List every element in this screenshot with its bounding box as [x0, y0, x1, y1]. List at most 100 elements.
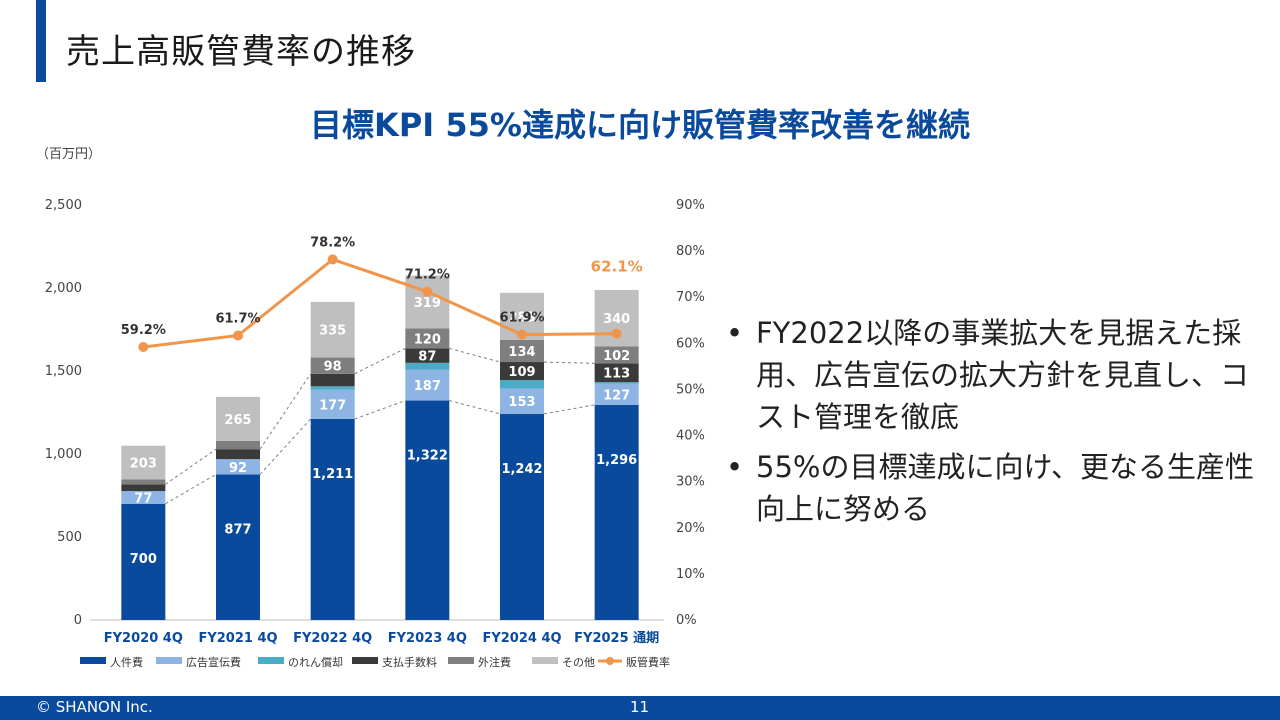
x-category-label: FY2022 4Q [293, 631, 372, 646]
bar-value-label: 113 [603, 367, 630, 382]
bar-segment [594, 382, 639, 384]
bar-value-label: 1,322 [407, 449, 448, 464]
title-accent-bar [36, 0, 46, 82]
y-right-tick-label: 70% [676, 290, 705, 305]
bar-segment [500, 380, 544, 389]
x-category-label: FY2024 4Q [482, 631, 561, 646]
bar-value-label: 98 [324, 360, 342, 375]
legend-swatch [258, 657, 284, 664]
ratio-point [422, 286, 433, 297]
page-number: 11 [630, 698, 650, 716]
bar-segment [500, 388, 544, 414]
bar-segment [310, 373, 355, 387]
bar-segment [121, 445, 166, 480]
x-category-label: FY2023 4Q [388, 631, 467, 646]
bar-segment [216, 449, 260, 460]
legend-line-marker [606, 657, 614, 665]
y-left-tick-label: 2,500 [45, 198, 82, 213]
legend-label: 支払手数料 [382, 655, 437, 669]
connector-line [449, 347, 501, 363]
connector-line [354, 347, 406, 375]
bullet-text: FY2022以降の事業拡大を見据えた採用、広告宣伝の拡大方針を見直し、コスト管理… [756, 316, 1250, 434]
bar-value-label: 265 [224, 413, 251, 428]
legend-swatch [448, 657, 474, 664]
bar-segment [121, 484, 166, 492]
bar-segment [594, 346, 639, 364]
y-left-tick-label: 0 [74, 613, 82, 628]
ratio-point [611, 328, 622, 339]
y-right-tick-label: 40% [676, 429, 705, 444]
bar-value-label: 77 [134, 491, 152, 506]
ratio-value-label: 59.2% [121, 323, 166, 338]
slide-subtitle: 目標KPI 55%達成に向け販管費率改善を継続 [310, 106, 970, 144]
y-left-tick-label: 500 [57, 530, 82, 545]
bar-segment [405, 275, 450, 329]
bar-value-label: 102 [603, 349, 630, 364]
ratio-point [517, 329, 527, 340]
ratio-value-label: 61.9% [499, 311, 544, 326]
legend-label: 販管費率 [626, 655, 670, 669]
slide-title: 売上高販管費率の推移 [66, 32, 416, 72]
bar-value-label: 187 [414, 379, 441, 394]
unit-label: （百万円） [36, 147, 102, 162]
y-right-tick-label: 50% [676, 382, 705, 397]
footer-copyright: © SHANON Inc. [36, 698, 153, 716]
bar-value-label: 87 [418, 350, 436, 365]
x-category-label: FY2025 通期 [574, 630, 659, 646]
bar-segment [216, 396, 260, 441]
bar-value-label: 335 [319, 324, 346, 339]
bar-value-label: 109 [508, 365, 535, 380]
bar-segment [405, 369, 450, 401]
bar-segment [216, 459, 260, 475]
bar-value-label: 203 [130, 457, 157, 472]
y-left-tick-label: 1,500 [45, 364, 82, 379]
bar-segment [500, 413, 544, 620]
bullet-item: • FY2022以降の事業拡大を見据えた採用、広告宣伝の拡大方針を見直し、コスト… [726, 312, 1256, 438]
bar-value-label: 127 [603, 388, 630, 403]
bar-value-label: 1,242 [501, 462, 542, 477]
y-right-tick-label: 20% [676, 521, 705, 536]
legend-label: 広告宣伝費 [186, 655, 241, 669]
y-right-tick-label: 90% [676, 198, 705, 213]
y-right-tick-label: 80% [676, 244, 705, 259]
ratio-point [233, 330, 243, 341]
bar-value-label: 340 [603, 312, 630, 327]
legend-swatch [532, 657, 558, 664]
bar-segment [121, 491, 166, 504]
bar-segment [500, 362, 544, 381]
bar-value-label: 283 [508, 310, 535, 325]
ratio-value-label: 78.2% [310, 235, 355, 250]
y-right-tick-label: 10% [676, 567, 705, 582]
bar-value-label: 319 [414, 296, 441, 311]
connector-line [259, 418, 312, 475]
bar-segment [500, 339, 544, 363]
stacked-bar-line-chart: 0 500 1,000 1,500 2,000 2,500 0% 10% 20% 30% 40% 50… [45, 198, 705, 669]
legend-swatch [80, 657, 106, 664]
ratio-value-label: 61.7% [215, 311, 260, 326]
bar-segment [405, 348, 450, 363]
bar-value-label: 92 [229, 461, 247, 476]
bar-segment [405, 400, 450, 620]
legend-swatch [352, 657, 378, 664]
legend-label: その他 [562, 656, 595, 669]
bar-value-label: 700 [130, 552, 157, 567]
bar-value-label: 120 [414, 332, 441, 347]
y-left-tick-label: 1,000 [45, 447, 82, 462]
bar-segment [310, 301, 355, 358]
y-right-tick-label: 30% [676, 475, 705, 490]
bar-segment [594, 363, 639, 383]
bar-segment [594, 383, 639, 405]
bullet-item: • 55%の目標達成に向け、更なる生産性向上に努める [726, 446, 1256, 530]
bar-value-label: 177 [319, 398, 346, 413]
legend-label: 外注費 [478, 655, 511, 669]
y-left-tick-label: 2,000 [45, 281, 82, 296]
connector-line [165, 448, 217, 485]
connector-line [543, 361, 595, 364]
x-category-label: FY2021 4Q [198, 631, 277, 646]
footer-bar: © SHANON Inc. 11 [0, 696, 1280, 720]
bullet-mark: • [726, 316, 744, 350]
y-right-tick-label: 0% [676, 613, 697, 628]
bar-segment [310, 418, 355, 620]
bar-segment [121, 503, 166, 620]
bullet-text: 55%の目標達成に向け、更なる生産性向上に努める [756, 450, 1255, 526]
